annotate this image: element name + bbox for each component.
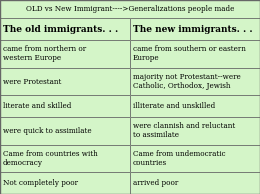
Text: The new immigrants. . .: The new immigrants. . . — [133, 24, 253, 34]
Bar — [0, 95, 130, 117]
Bar — [130, 95, 260, 117]
Bar — [130, 172, 260, 194]
Bar — [0, 117, 130, 145]
Text: were clannish and reluctant
to assimilate: were clannish and reluctant to assimilat… — [133, 122, 235, 139]
Bar — [0, 68, 130, 95]
Bar — [0, 40, 130, 68]
Text: illiterate and unskilled: illiterate and unskilled — [133, 102, 215, 110]
Text: arrived poor: arrived poor — [133, 179, 178, 187]
Bar — [0, 117, 130, 145]
Bar — [130, 145, 260, 172]
Text: majority not Protestant--were
Catholic, Orthodox, Jewish: majority not Protestant--were Catholic, … — [133, 73, 241, 90]
Text: Came from countries with
democracy: Came from countries with democracy — [3, 150, 98, 167]
Bar — [0, 68, 130, 95]
Bar — [130, 172, 260, 194]
Text: came from southern or eastern
Europe: came from southern or eastern Europe — [133, 45, 246, 62]
Bar — [0, 40, 130, 68]
Bar — [130, 18, 260, 40]
Bar — [0, 0, 260, 18]
Bar — [130, 40, 260, 68]
Text: OLD vs New Immigrant---->Generalizations people made: OLD vs New Immigrant---->Generalizations… — [26, 5, 234, 13]
Bar — [130, 117, 260, 145]
Text: were quick to assimilate: were quick to assimilate — [3, 127, 92, 135]
Bar — [0, 18, 130, 40]
Text: literate and skilled: literate and skilled — [3, 102, 72, 110]
Bar — [130, 145, 260, 172]
Text: were Protestant: were Protestant — [3, 77, 61, 86]
Bar — [130, 68, 260, 95]
Bar — [0, 95, 130, 117]
Bar — [0, 0, 260, 18]
Bar — [130, 18, 260, 40]
Bar — [0, 172, 130, 194]
Bar — [0, 18, 130, 40]
Bar — [0, 145, 130, 172]
Text: Not completely poor: Not completely poor — [3, 179, 78, 187]
Bar — [0, 145, 130, 172]
Bar — [0, 172, 130, 194]
Bar — [130, 95, 260, 117]
Text: Came from undemocratic
countries: Came from undemocratic countries — [133, 150, 226, 167]
Text: came from northern or
western Europe: came from northern or western Europe — [3, 45, 86, 62]
Bar — [130, 117, 260, 145]
Bar — [130, 68, 260, 95]
Bar — [130, 40, 260, 68]
Text: The old immigrants. . .: The old immigrants. . . — [3, 24, 118, 34]
